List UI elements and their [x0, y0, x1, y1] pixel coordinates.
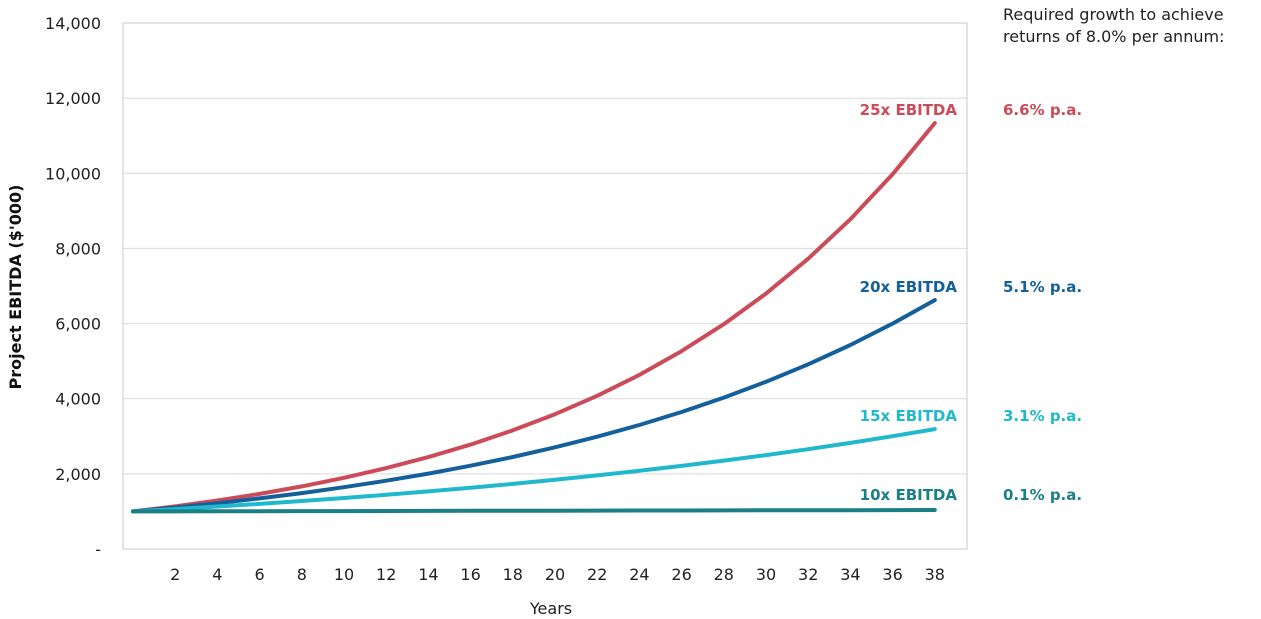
x-tick-label: 38 — [925, 565, 945, 584]
x-tick-label: 34 — [840, 565, 860, 584]
y-tick-label: 12,000 — [45, 89, 101, 108]
growth-note: Required growth to achieve returns of 8.… — [1003, 5, 1225, 46]
y-tick-label: 2,000 — [55, 465, 101, 484]
y-axis-ticks: - 2,000 4,000 6,000 8,000 10,000 12,000 14,000 — [45, 14, 101, 559]
x-tick-label: 12 — [376, 565, 396, 584]
x-tick-label: 32 — [798, 565, 818, 584]
x-tick-label: 22 — [587, 565, 607, 584]
series-line-15x-ebitda — [131, 427, 937, 514]
y-tick-label: 10,000 — [45, 164, 101, 183]
x-tick-label: 6 — [255, 565, 265, 584]
x-tick-label: 30 — [756, 565, 776, 584]
series-label-25x-ebitda: 25x EBITDA — [860, 101, 958, 119]
y-tick-label: 14,000 — [45, 14, 101, 33]
y-tick-label: 4,000 — [55, 390, 101, 409]
x-tick-label: 10 — [334, 565, 354, 584]
gridlines — [123, 97, 967, 475]
x-tick-label: 36 — [882, 565, 902, 584]
x-axis-title: Years — [529, 599, 572, 618]
series-label-20x-ebitda: 20x EBITDA — [860, 278, 958, 296]
series-line-10x-ebitda — [131, 508, 937, 514]
series-line-25x-ebitda — [131, 121, 937, 514]
x-tick-label: 26 — [671, 565, 691, 584]
series-growth-20x-ebitda: 5.1% p.a. — [1003, 278, 1082, 296]
x-tick-label: 24 — [629, 565, 649, 584]
x-tick-label: 8 — [297, 565, 307, 584]
x-axis-ticks: 2 4 6 8 10 12 14 16 18 20 22 24 26 28 30 32 34 36 38 — [170, 565, 945, 584]
series-labels: 25x EBITDA 6.6% p.a. 20x EBITDA 5.1% p.a. 15… — [860, 101, 1082, 504]
x-tick-label: 14 — [418, 565, 438, 584]
y-tick-label: - — [95, 540, 101, 559]
series-growth-15x-ebitda: 3.1% p.a. — [1003, 407, 1082, 425]
x-tick-label: 4 — [212, 565, 222, 584]
series-growth-10x-ebitda: 0.1% p.a. — [1003, 486, 1082, 504]
series-label-10x-ebitda: 10x EBITDA — [860, 486, 958, 504]
y-tick-label: 8,000 — [55, 239, 101, 258]
plot-area-frame — [122, 22, 968, 550]
x-tick-label: 16 — [460, 565, 480, 584]
x-tick-label: 18 — [503, 565, 523, 584]
y-tick-label: 6,000 — [55, 315, 101, 334]
y-axis-title: Project EBITDA ($'000) — [6, 185, 25, 390]
series-lines — [131, 121, 937, 514]
x-tick-label: 20 — [545, 565, 565, 584]
series-label-15x-ebitda: 15x EBITDA — [860, 407, 958, 425]
series-line-20x-ebitda — [131, 298, 937, 514]
x-tick-label: 28 — [714, 565, 734, 584]
series-growth-25x-ebitda: 6.6% p.a. — [1003, 101, 1082, 119]
x-tick-label: 2 — [170, 565, 180, 584]
